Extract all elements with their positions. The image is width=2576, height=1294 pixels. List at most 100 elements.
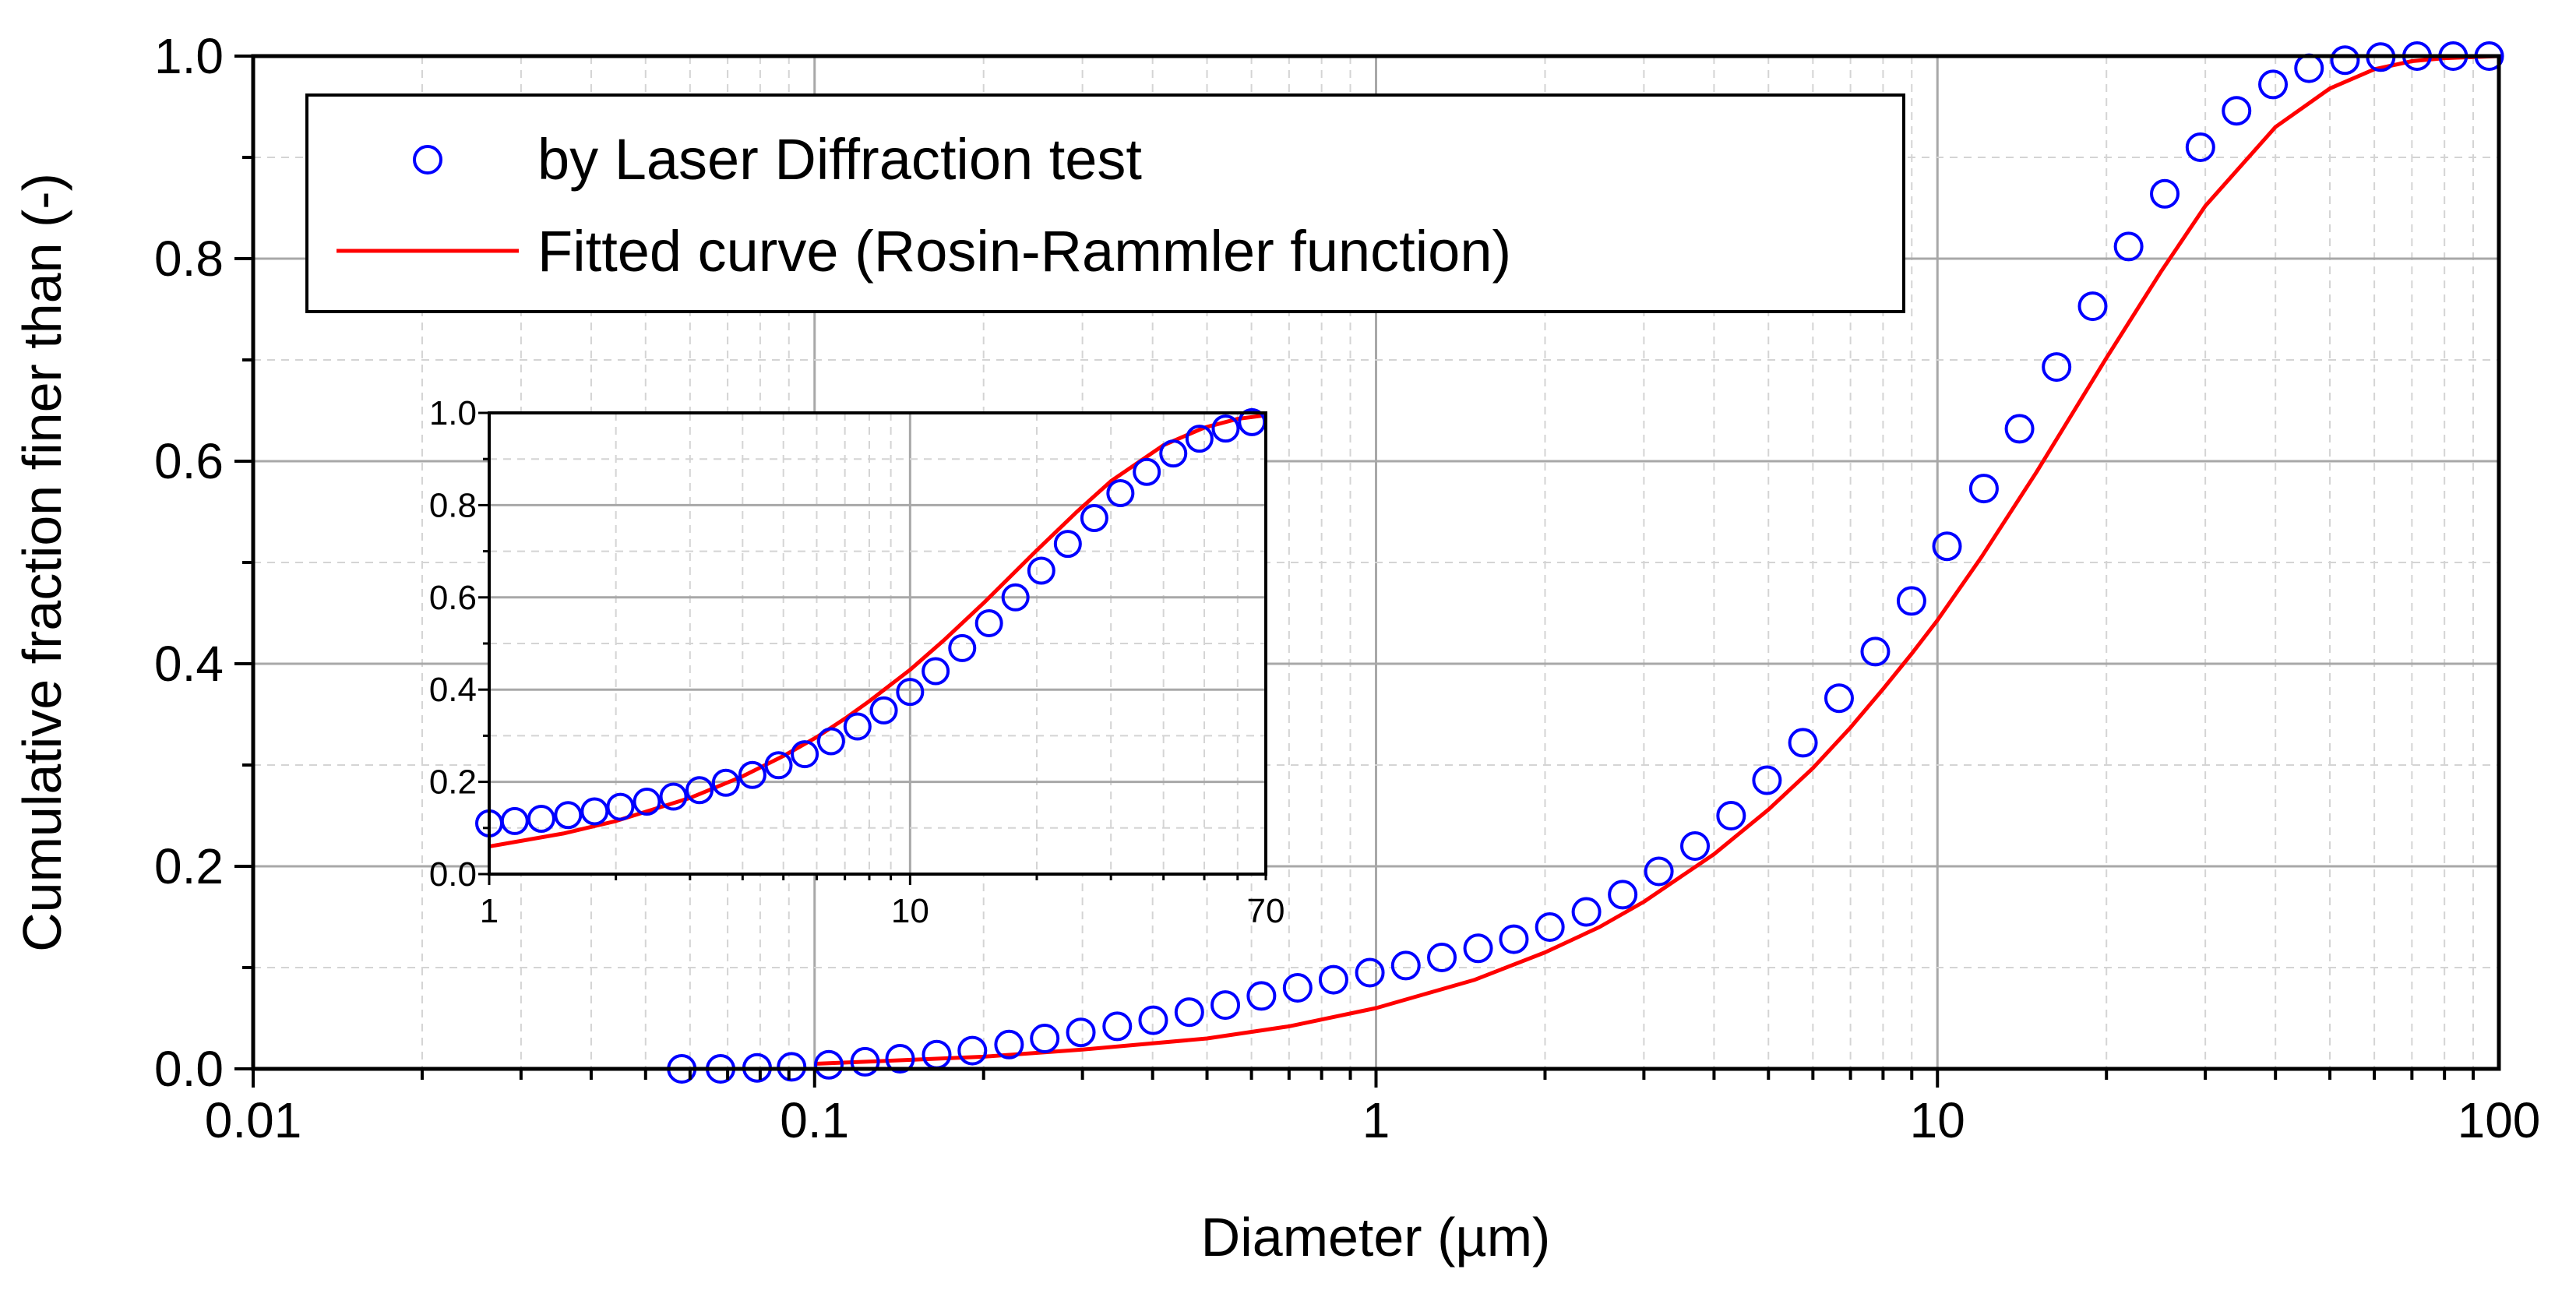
data-point-marker <box>500 806 529 835</box>
data-point-marker <box>1318 964 1348 995</box>
x-tick-label: 70 <box>1247 892 1285 930</box>
y-tick-label: 0.0 <box>154 1041 224 1097</box>
data-point-marker <box>885 1044 915 1074</box>
data-point-marker <box>1174 997 1204 1028</box>
legend-label-fitted-curve: Fitted curve (Rosin-Rammler function) <box>537 219 1511 284</box>
data-point-marker <box>2150 178 2180 209</box>
data-point-marker <box>791 740 819 769</box>
y-axis-title: Cumulative fraction finer than (-) <box>12 173 72 952</box>
data-point-marker <box>869 696 898 725</box>
legend-box <box>305 93 1905 313</box>
data-point-marker <box>1246 981 1277 1011</box>
y-tick-label: 0.4 <box>429 671 477 709</box>
data-point-marker <box>1282 973 1313 1003</box>
data-point-marker <box>554 801 583 830</box>
data-point-marker <box>994 1029 1024 1060</box>
data-point-marker <box>606 792 635 821</box>
data-point-marker <box>685 776 714 805</box>
x-tick-label: 1 <box>480 892 499 930</box>
inset-chart: 1 10 70 0.0 0.2 0.4 0.6 0.8 1.0 <box>429 394 1285 930</box>
data-point-marker <box>1644 856 1674 887</box>
y-tick-label: 1.0 <box>154 28 224 84</box>
y-tick-label: 0.6 <box>429 579 477 617</box>
data-point-marker <box>1788 728 1818 758</box>
data-point-marker <box>1102 1011 1133 1042</box>
data-point-marker <box>2222 96 2252 126</box>
fitted-curve-line <box>814 54 2500 1066</box>
data-point-marker <box>1138 1005 1168 1035</box>
data-point-marker <box>1427 943 1457 972</box>
y-tick-label: 0.2 <box>154 838 224 894</box>
data-point-marker <box>527 804 555 833</box>
data-point-marker <box>659 782 688 811</box>
data-point-marker <box>2077 291 2108 322</box>
data-point-marker <box>2004 414 2035 444</box>
data-point-marker <box>1608 880 1638 910</box>
data-point-marker <box>633 788 661 816</box>
y-tick-label: 0.0 <box>429 855 477 894</box>
data-point-marker <box>1463 933 1493 964</box>
x-axis-title: Diameter (µm) <box>1201 1207 1551 1268</box>
data-point-marker <box>1824 683 1854 714</box>
data-point-marker <box>1680 831 1711 861</box>
data-point-marker <box>580 797 609 826</box>
inset-axis-tick-labels: 1 10 70 0.0 0.2 0.4 0.6 0.8 1.0 <box>429 394 1285 930</box>
inset-plot-series <box>475 407 1267 848</box>
data-point-marker <box>896 678 925 707</box>
data-point-marker <box>2185 132 2215 162</box>
x-tick-label: 100 <box>2458 1092 2541 1148</box>
legend: by Laser Diffraction test Fitted curve (… <box>305 93 1905 313</box>
data-point-marker <box>1499 924 1529 954</box>
data-point-marker <box>1133 457 1161 486</box>
data-point-marker <box>1211 414 1240 443</box>
data-point-marker <box>738 760 766 789</box>
data-point-marker <box>2042 352 2072 383</box>
data-point-marker <box>843 712 872 741</box>
data-point-marker <box>1752 765 1782 795</box>
data-point-marker <box>2113 231 2144 262</box>
data-point-marker <box>1932 531 1962 562</box>
y-tick-label: 0.4 <box>154 636 224 692</box>
data-point-marker <box>1106 479 1135 508</box>
data-point-marker <box>2258 69 2289 100</box>
inset-grid <box>488 413 1267 874</box>
data-point-marker <box>1159 439 1188 468</box>
data-point-marker <box>974 608 1003 637</box>
inset-axis-ticks <box>478 411 1267 885</box>
data-point-marker <box>1210 990 1241 1021</box>
data-point-marker <box>1716 801 1746 830</box>
data-point-marker <box>1001 583 1030 612</box>
x-tick-label: 10 <box>891 892 929 930</box>
data-point-marker <box>1030 1024 1060 1053</box>
legend-label-laser-diffraction: by Laser Diffraction test <box>537 127 1142 192</box>
y-tick-label: 0.8 <box>154 231 224 287</box>
data-point-marker <box>922 657 950 686</box>
data-point-marker <box>1066 1017 1096 1048</box>
data-point-marker <box>1053 530 1082 559</box>
data-point-marker <box>2330 45 2360 76</box>
data-point-marker <box>1185 425 1214 453</box>
data-point-marker <box>1080 503 1108 532</box>
data-point-marker <box>1535 912 1565 942</box>
data-point-marker <box>1571 897 1602 927</box>
data-point-marker <box>1355 957 1385 988</box>
data-point-marker <box>711 768 740 797</box>
y-tick-label: 1.0 <box>429 394 477 432</box>
legend-marker-laser-diffraction <box>413 145 442 175</box>
data-point-marker <box>1027 556 1055 585</box>
x-tick-label: 10 <box>1910 1092 1965 1148</box>
x-tick-label: 0.01 <box>205 1092 302 1148</box>
x-tick-label: 1 <box>1362 1092 1390 1148</box>
data-point-marker <box>813 1049 844 1080</box>
data-point-marker <box>948 633 977 662</box>
data-point-marker <box>1860 636 1891 667</box>
y-tick-label: 0.8 <box>429 486 477 524</box>
y-tick-label: 0.2 <box>429 763 477 802</box>
y-tick-label: 0.6 <box>154 433 224 489</box>
main-axis-ticks <box>234 55 2476 1088</box>
data-point-marker <box>816 727 845 756</box>
data-point-marker <box>850 1046 880 1077</box>
